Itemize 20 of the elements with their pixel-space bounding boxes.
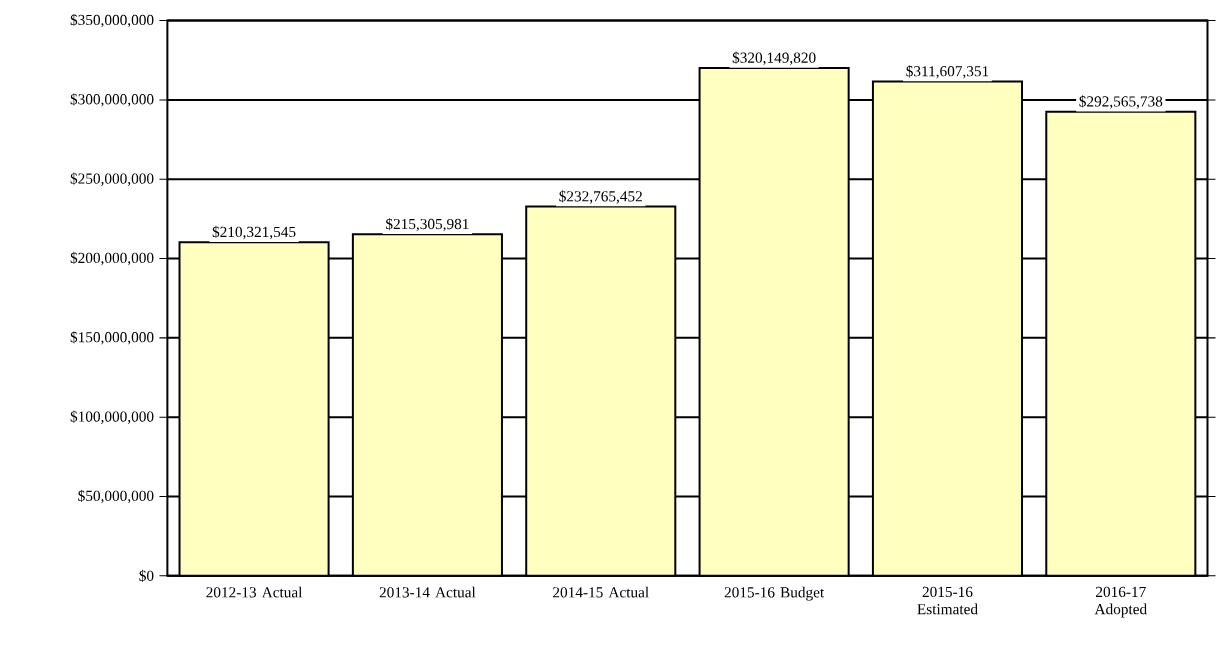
data-label: $210,321,545 — [212, 226, 296, 240]
x-tick-label: 2012-13 Actual — [206, 586, 303, 598]
data-label: $215,305,981 — [386, 218, 469, 232]
y-tick-label: $150,000,000 — [70, 331, 154, 345]
data-label: $232,765,452 — [559, 190, 642, 204]
x-tick-label: 2014-15 Actual — [553, 586, 649, 598]
data-label: $311,607,351 — [906, 65, 989, 79]
y-tick-label: $100,000,000 — [70, 410, 154, 425]
x-tick-label: 2013-14 Actual — [379, 586, 476, 598]
x-tick-label: 2016-17 Adopted — [1094, 586, 1147, 618]
y-tick-label: $50,000,000 — [78, 490, 154, 504]
y-tick-label: $350,000,000 — [70, 14, 154, 28]
data-label: $292,565,738 — [1079, 95, 1163, 109]
x-tick-label: 2015-16 Budget — [724, 586, 825, 601]
data-label: $320,149,820 — [732, 51, 816, 66]
y-tick-label: $200,000,000 — [70, 252, 154, 266]
y-tick-label: $0 — [139, 569, 154, 583]
y-tick-label: $300,000,000 — [70, 93, 154, 107]
y-tick-label: $250,000,000 — [70, 172, 154, 187]
x-tick-label: 2015-16 Estimated — [917, 586, 978, 615]
